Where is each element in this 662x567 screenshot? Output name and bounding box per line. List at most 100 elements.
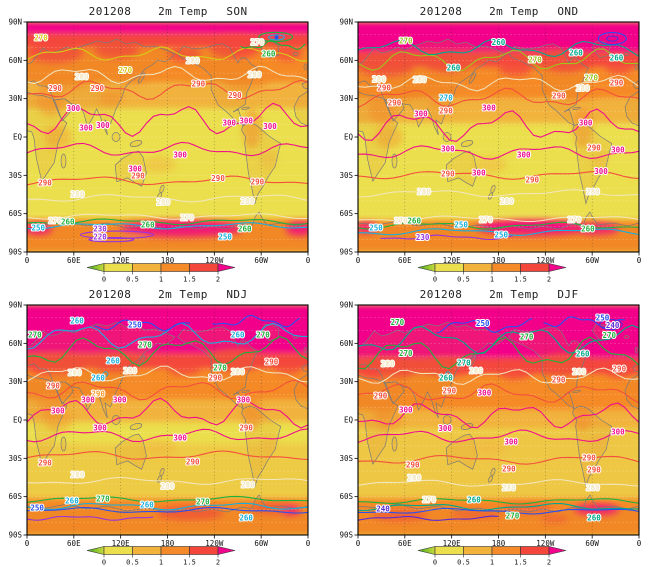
panel-title-variable: 2m Temp [489,288,539,301]
shading-blob [260,150,278,170]
contour-label-250: 250 [454,221,468,230]
contour-label-290: 290 [610,78,624,87]
island-outline [111,132,121,142]
colorbar-tick-label: 0 [102,559,106,567]
shading-blob [209,35,261,59]
contour-line-260 [358,324,639,355]
contour-label-260: 260 [569,49,583,58]
shading-blob [36,84,65,117]
contour-line-270 [358,48,639,72]
colorbar-tick-label: 1.5 [183,276,196,284]
contour-line-260 [27,218,308,226]
contour-label-280: 280 [381,360,395,369]
contour-label-260: 260 [610,53,624,62]
contour-label-260: 260 [61,218,75,227]
lat-axis-label: EQ [13,133,23,142]
lon-axis-label: 180 [161,539,175,548]
shading-blob [285,222,308,236]
contour-line-260 [27,502,308,511]
contour-label-280: 280 [469,367,483,376]
colorbar-segment [434,263,464,272]
contour-label-260: 260 [65,496,79,505]
contour-label-250: 250 [31,224,45,233]
panel-title-date: 201208 [420,288,463,301]
contour-label-290: 290 [208,373,222,382]
contour-line-290 [27,450,308,461]
island-outline [623,335,630,339]
contour-label-270: 270 [96,494,110,503]
contour-line-250 [27,506,308,514]
contour-line-280 [27,365,308,383]
contour-label-250: 250 [30,504,44,513]
contour-label-280: 280 [586,188,600,197]
contour-label-280: 280 [75,73,89,82]
contour-loop-220 [88,236,135,243]
shading-blob [167,46,202,63]
contour-label-290: 290 [228,91,242,100]
contour-label-250: 250 [495,230,509,239]
contour-line-300 [27,141,308,157]
contour-label-300: 300 [173,433,187,442]
shading-blob [36,382,65,415]
lat-axis-label: 60N [339,56,353,65]
contour-label-280: 280 [71,190,85,199]
contour-label-290: 290 [502,464,516,473]
colorbar-tick-label: 0.5 [457,559,470,567]
contour-label-280: 280 [123,367,137,376]
contour-label-260: 260 [467,496,481,505]
lon-axis-label: 60E [398,539,412,548]
contour-line-300 [358,145,639,160]
continent-outline [301,363,308,373]
shading-blob [220,374,272,397]
colorbar-segment [189,263,219,272]
contour-label-290: 290 [388,98,402,107]
panel-title-date: 201208 [89,5,132,18]
continent-outline [260,40,280,59]
contour-line-260 [358,502,639,512]
shading-blob [498,59,533,77]
shading-blob [181,378,210,393]
lon-axis-label: 60W [254,539,268,548]
contour-label-250: 250 [596,314,610,323]
shading-blob [114,374,154,393]
lon-axis-label: 0 [356,256,361,265]
shading-blob [274,356,303,375]
contour-label-250: 250 [369,223,383,232]
contour-label-250: 250 [128,321,142,330]
cold-spot-marker [445,371,451,377]
continent-outline [53,381,74,405]
colorbar-segment [132,263,162,272]
shading-blob [540,49,592,73]
panel-ond: 201208 2m Temp OND 270 260 260 260 270 260 270 280… [331,0,662,284]
contour-label-300: 300 [223,119,237,128]
contour-label-290: 290 [439,107,453,116]
contour-label-300: 300 [173,150,187,159]
contour-label-260: 260 [581,225,595,234]
contour-loop-240 [606,35,619,42]
contour-label-300: 300 [611,145,625,154]
lon-axis-label: 0 [637,256,642,265]
contour-label-270: 270 [422,496,436,505]
contour-line-290 [27,175,308,186]
contour-label-290: 290 [587,465,601,474]
lat-axis-label: EQ [344,416,354,425]
contour-label-260: 260 [91,373,105,382]
contour-line-270 [358,336,639,370]
contour-label-280: 280 [231,367,245,376]
map-area [358,305,639,535]
contour-label-270: 270 [391,318,405,327]
contour-label-260: 260 [407,216,421,225]
shading-blob [142,156,176,173]
shading-blob [445,377,485,396]
contour-line-270 [27,213,308,220]
colorbar-left-arrow-icon [417,263,436,272]
contour-label-300: 300 [438,424,452,433]
colorbar-segment [160,546,190,555]
contour-label-300: 300 [239,116,253,125]
lat-axis-label: 60S [8,209,22,218]
continent-outline [445,150,478,187]
colorbar-left-arrow-icon [86,263,105,272]
lon-axis-label: 60E [67,539,81,548]
lon-axis-label: 180 [492,256,506,265]
